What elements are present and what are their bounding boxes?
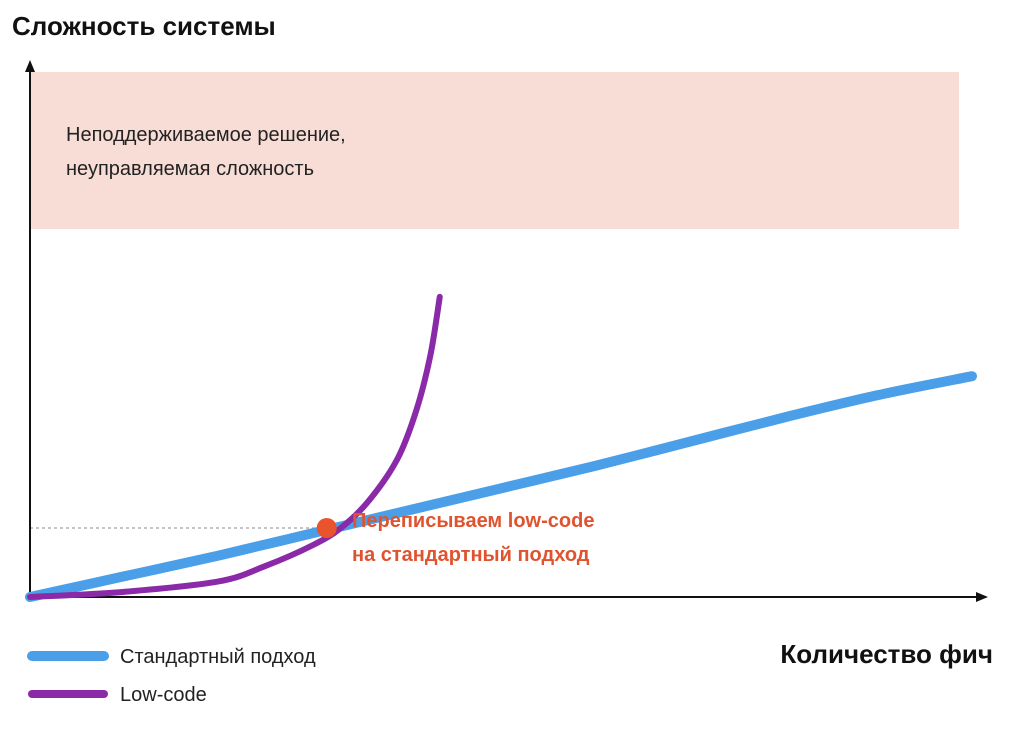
legend-label-standard: Стандартный подход [120,646,316,668]
y-axis-arrow [25,60,35,72]
zone-label-line1: Неподдерживаемое решение, [66,124,346,146]
unsupported-zone [30,72,959,229]
series-line-lowcode [27,293,443,600]
legend-label-lowcode: Low-code [120,684,207,706]
legend: Стандартный подход Low-code [27,646,316,706]
callout-line1: Переписываем low-code [352,510,594,532]
zone-label-line2: неуправляемая сложность [66,158,314,180]
callout-line2: на стандартный подход [352,544,590,566]
series-line-standard [25,371,977,602]
intersection-marker [316,518,337,538]
y-axis-title: Сложность системы [12,11,276,41]
x-axis-arrow [976,592,988,602]
series-layer [25,293,977,602]
x-axis-title: Количество фич [780,639,993,669]
axes [25,60,988,602]
